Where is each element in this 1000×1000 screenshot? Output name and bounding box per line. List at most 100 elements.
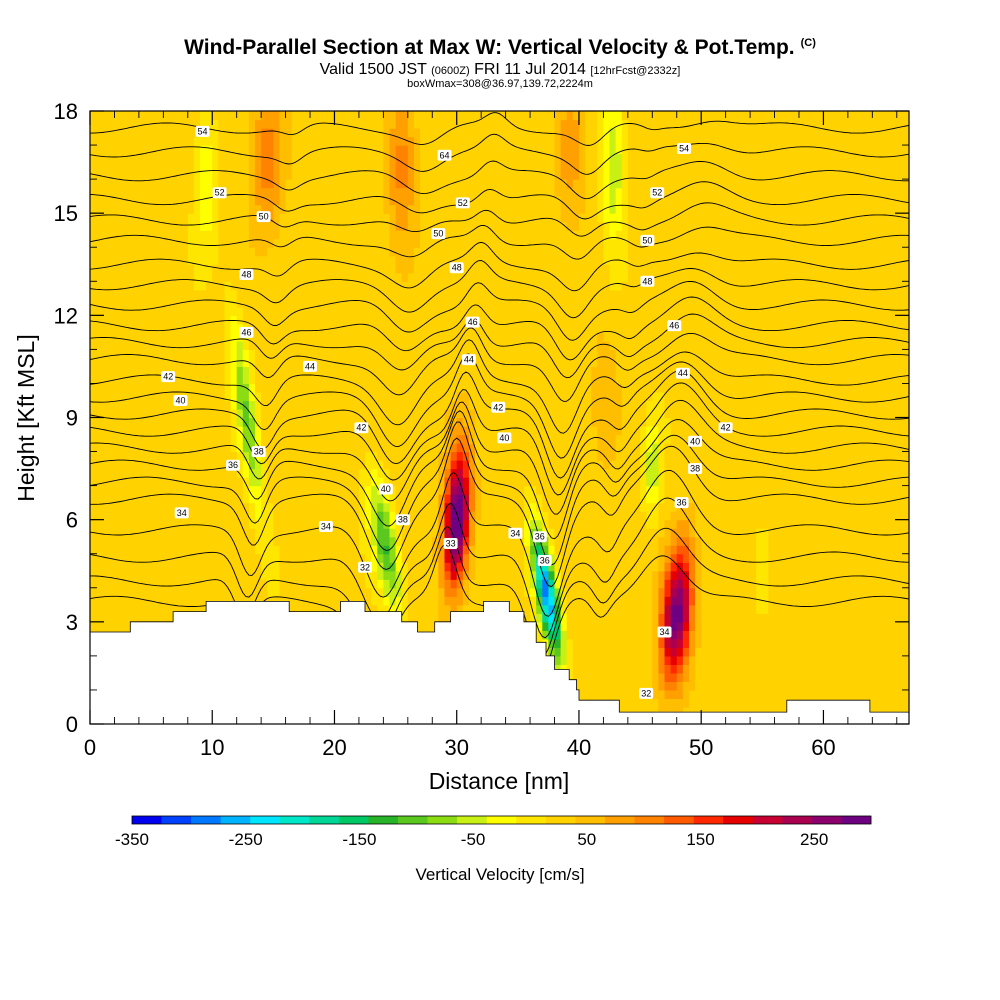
- velocity-cell: [218, 570, 226, 580]
- velocity-cell: [450, 315, 458, 325]
- velocity-cell: [175, 536, 183, 546]
- velocity-cell: [401, 323, 409, 333]
- velocity-cell: [395, 426, 403, 436]
- velocity-cell: [322, 400, 329, 410]
- velocity-cell: [187, 281, 195, 291]
- velocity-cell: [413, 468, 421, 478]
- velocity-cell: [236, 255, 244, 265]
- velocity-cell: [365, 511, 372, 521]
- velocity-cell: [206, 145, 213, 155]
- velocity-cell: [114, 332, 122, 342]
- velocity-cell: [371, 196, 378, 206]
- velocity-cell: [181, 315, 189, 325]
- velocity-cell: [236, 528, 244, 538]
- velocity-cell: [383, 136, 391, 146]
- velocity-cell: [450, 417, 458, 427]
- velocity-cell: [297, 579, 305, 589]
- velocity-cell: [346, 119, 354, 129]
- velocity-cell: [96, 255, 103, 265]
- velocity-cell: [279, 536, 287, 546]
- velocity-cell: [206, 264, 213, 274]
- velocity-cell: [169, 179, 177, 189]
- velocity-cell: [365, 451, 372, 461]
- velocity-cell: [175, 477, 183, 487]
- velocity-cell: [267, 289, 274, 299]
- velocity-cell: [475, 264, 482, 274]
- velocity-cell: [468, 170, 476, 180]
- velocity-cell: [462, 255, 470, 265]
- velocity-cell: [505, 502, 513, 512]
- velocity-cell: [432, 613, 439, 623]
- velocity-cell: [352, 596, 360, 606]
- velocity-cell: [230, 528, 238, 538]
- velocity-cell: [224, 374, 232, 385]
- velocity-cell: [273, 374, 281, 385]
- velocity-cell: [450, 400, 458, 410]
- velocity-cell: [401, 128, 409, 138]
- velocity-cell: [230, 153, 238, 163]
- velocity-cell: [273, 494, 281, 504]
- velocity-cell: [505, 400, 513, 410]
- velocity-cell: [365, 170, 372, 180]
- velocity-cell: [145, 502, 152, 512]
- velocity-cell: [493, 528, 501, 538]
- velocity-cell: [462, 477, 470, 487]
- velocity-cell: [475, 272, 482, 282]
- velocity-cell: [169, 238, 177, 248]
- velocity-cell: [450, 570, 458, 580]
- velocity-cell: [218, 204, 226, 214]
- velocity-cell: [212, 545, 219, 555]
- velocity-cell: [322, 468, 329, 478]
- velocity-cell: [193, 587, 201, 597]
- velocity-cell: [151, 502, 158, 512]
- velocity-cell: [163, 536, 171, 546]
- velocity-cell: [114, 528, 122, 538]
- velocity-cell: [157, 604, 164, 614]
- velocity-cell: [151, 604, 158, 614]
- velocity-cell: [175, 374, 183, 385]
- velocity-cell: [151, 145, 158, 155]
- velocity-cell: [365, 408, 372, 419]
- velocity-cell: [175, 502, 183, 512]
- velocity-cell: [346, 230, 354, 240]
- velocity-cell: [96, 187, 103, 197]
- velocity-cell: [248, 315, 256, 325]
- velocity-cell: [151, 136, 158, 146]
- velocity-cell: [273, 136, 281, 146]
- velocity-cell: [346, 587, 354, 597]
- velocity-cell: [389, 153, 397, 163]
- velocity-cell: [138, 502, 146, 512]
- velocity-cell: [505, 230, 513, 240]
- velocity-cell: [487, 417, 494, 427]
- velocity-cell: [352, 255, 360, 265]
- velocity-cell: [261, 315, 268, 325]
- velocity-cell: [193, 545, 201, 555]
- velocity-cell: [340, 255, 348, 265]
- velocity-cell: [90, 170, 97, 180]
- velocity-cell: [377, 528, 384, 538]
- velocity-cell: [462, 434, 470, 444]
- velocity-cell: [242, 485, 250, 495]
- velocity-cell: [218, 128, 226, 138]
- velocity-cell: [206, 545, 213, 555]
- velocity-cell: [236, 230, 244, 240]
- velocity-cell: [365, 187, 372, 197]
- velocity-cell: [200, 289, 207, 299]
- velocity-cell: [242, 417, 250, 427]
- velocity-cell: [120, 477, 128, 487]
- velocity-cell: [138, 298, 146, 308]
- velocity-cell: [481, 136, 488, 146]
- velocity-cell: [267, 511, 274, 521]
- velocity-cell: [310, 238, 317, 248]
- velocity-cell: [413, 502, 421, 512]
- velocity-cell: [468, 579, 476, 589]
- velocity-cell: [444, 128, 452, 138]
- velocity-cell: [432, 357, 439, 368]
- velocity-cell: [310, 145, 317, 155]
- velocity-cell: [438, 570, 446, 580]
- velocity-cell: [456, 162, 464, 172]
- velocity-cell: [377, 230, 384, 240]
- velocity-cell: [102, 332, 109, 342]
- velocity-cell: [303, 323, 311, 333]
- velocity-cell: [151, 434, 158, 444]
